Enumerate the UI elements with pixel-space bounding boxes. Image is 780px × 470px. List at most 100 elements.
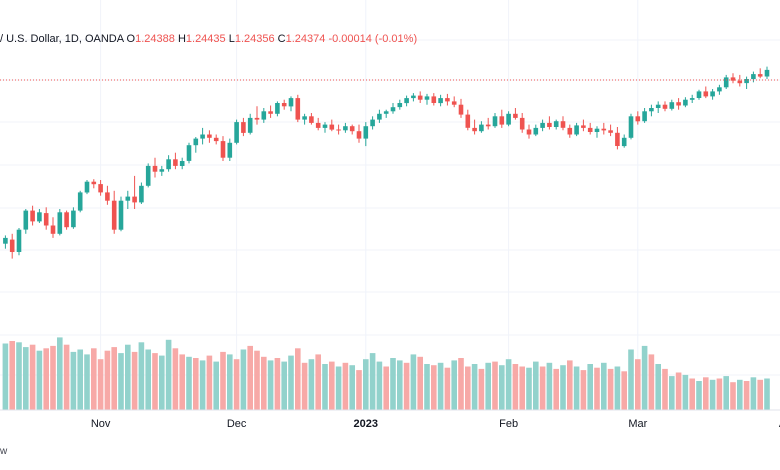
candle — [220, 136, 226, 161]
candle — [730, 73, 736, 84]
volume-bar — [125, 344, 131, 410]
candle — [445, 93, 450, 106]
candle — [472, 119, 477, 135]
volume-bar — [424, 364, 430, 410]
candle — [98, 180, 103, 196]
volume-bar — [539, 366, 546, 410]
candle — [281, 99, 287, 110]
volume-bar — [288, 355, 294, 410]
candle — [417, 91, 423, 103]
close-label: C — [277, 33, 286, 45]
candle — [751, 71, 756, 83]
candle — [717, 84, 722, 95]
candle — [105, 185, 110, 205]
volume-bar — [390, 358, 396, 410]
volume-bar — [199, 360, 206, 410]
candle — [159, 165, 165, 176]
volume-bar — [342, 362, 349, 410]
candle — [438, 94, 443, 107]
volume-bar — [383, 366, 389, 410]
candle — [628, 113, 634, 140]
candle — [356, 124, 362, 143]
volume-bar — [50, 345, 56, 410]
volume-bar — [764, 378, 770, 410]
candle — [166, 155, 171, 172]
candle — [492, 113, 498, 128]
candlestick-series — [3, 66, 770, 259]
candle — [553, 119, 559, 130]
candle — [451, 96, 457, 108]
candle — [635, 111, 641, 125]
chart-legend: / U.S. Dollar, 1D, OANDA O1.24388 H1.244… — [0, 33, 417, 45]
volume-bar — [369, 353, 376, 410]
volume-bar — [431, 365, 437, 410]
symbol-label: / U.S. Dollar, 1D, OANDA — [0, 33, 124, 45]
candle — [574, 122, 579, 137]
candle — [737, 74, 743, 87]
volume-bar — [70, 351, 77, 410]
candle — [390, 103, 396, 114]
volume-bar — [267, 360, 274, 410]
volume-bar — [519, 366, 525, 410]
volume-bar — [560, 365, 566, 410]
volume-bar — [220, 351, 226, 410]
candle — [50, 217, 56, 238]
candle — [513, 108, 518, 120]
volume-bar — [505, 359, 512, 410]
candle — [411, 93, 416, 102]
volume-bar — [621, 371, 627, 410]
volume-bar — [492, 361, 498, 410]
candle — [506, 111, 511, 127]
candle — [424, 93, 430, 105]
candle — [200, 127, 205, 145]
candle — [9, 233, 15, 259]
candle — [23, 209, 29, 234]
volume-bar — [118, 353, 124, 410]
volume-bar — [757, 379, 763, 410]
volume-bar — [138, 342, 145, 410]
volume-bar — [478, 368, 485, 410]
candle — [703, 86, 709, 99]
volume-bar — [91, 348, 97, 410]
low-value: 1.24356 — [234, 33, 275, 45]
candle — [132, 175, 137, 209]
candle — [193, 137, 199, 153]
volume-bar — [159, 355, 165, 410]
candle — [3, 235, 8, 249]
volume-bar — [29, 344, 36, 410]
candle — [84, 180, 90, 195]
volume-bar — [601, 362, 607, 410]
volume-bar — [730, 382, 736, 410]
candle — [57, 209, 63, 236]
brand-text: w — [0, 446, 8, 457]
volume-bar — [499, 365, 505, 410]
volume-bar — [363, 359, 369, 410]
change-value: -0.00014 (-0.01%) — [328, 33, 418, 45]
volume-bar — [97, 359, 104, 410]
volume-bar — [213, 361, 219, 410]
candle — [343, 122, 348, 133]
candle — [397, 99, 403, 110]
volume-bar — [57, 337, 63, 410]
volume-bar — [662, 368, 668, 410]
volume-bar — [104, 350, 111, 410]
candle — [547, 116, 552, 130]
candle — [71, 207, 76, 229]
candle — [64, 210, 69, 230]
candle — [655, 101, 661, 113]
volume-bar — [403, 362, 410, 410]
volume-bar — [750, 377, 757, 410]
candle — [329, 119, 335, 132]
candle — [111, 190, 117, 234]
open-value: 1.24388 — [135, 33, 175, 45]
volume-bar — [567, 360, 573, 410]
volume-bar — [301, 362, 308, 410]
volume-bar — [546, 362, 553, 410]
candle — [519, 113, 525, 133]
candle — [241, 117, 246, 137]
candle — [499, 109, 505, 128]
candle — [295, 94, 301, 123]
volume-bar — [274, 358, 281, 410]
